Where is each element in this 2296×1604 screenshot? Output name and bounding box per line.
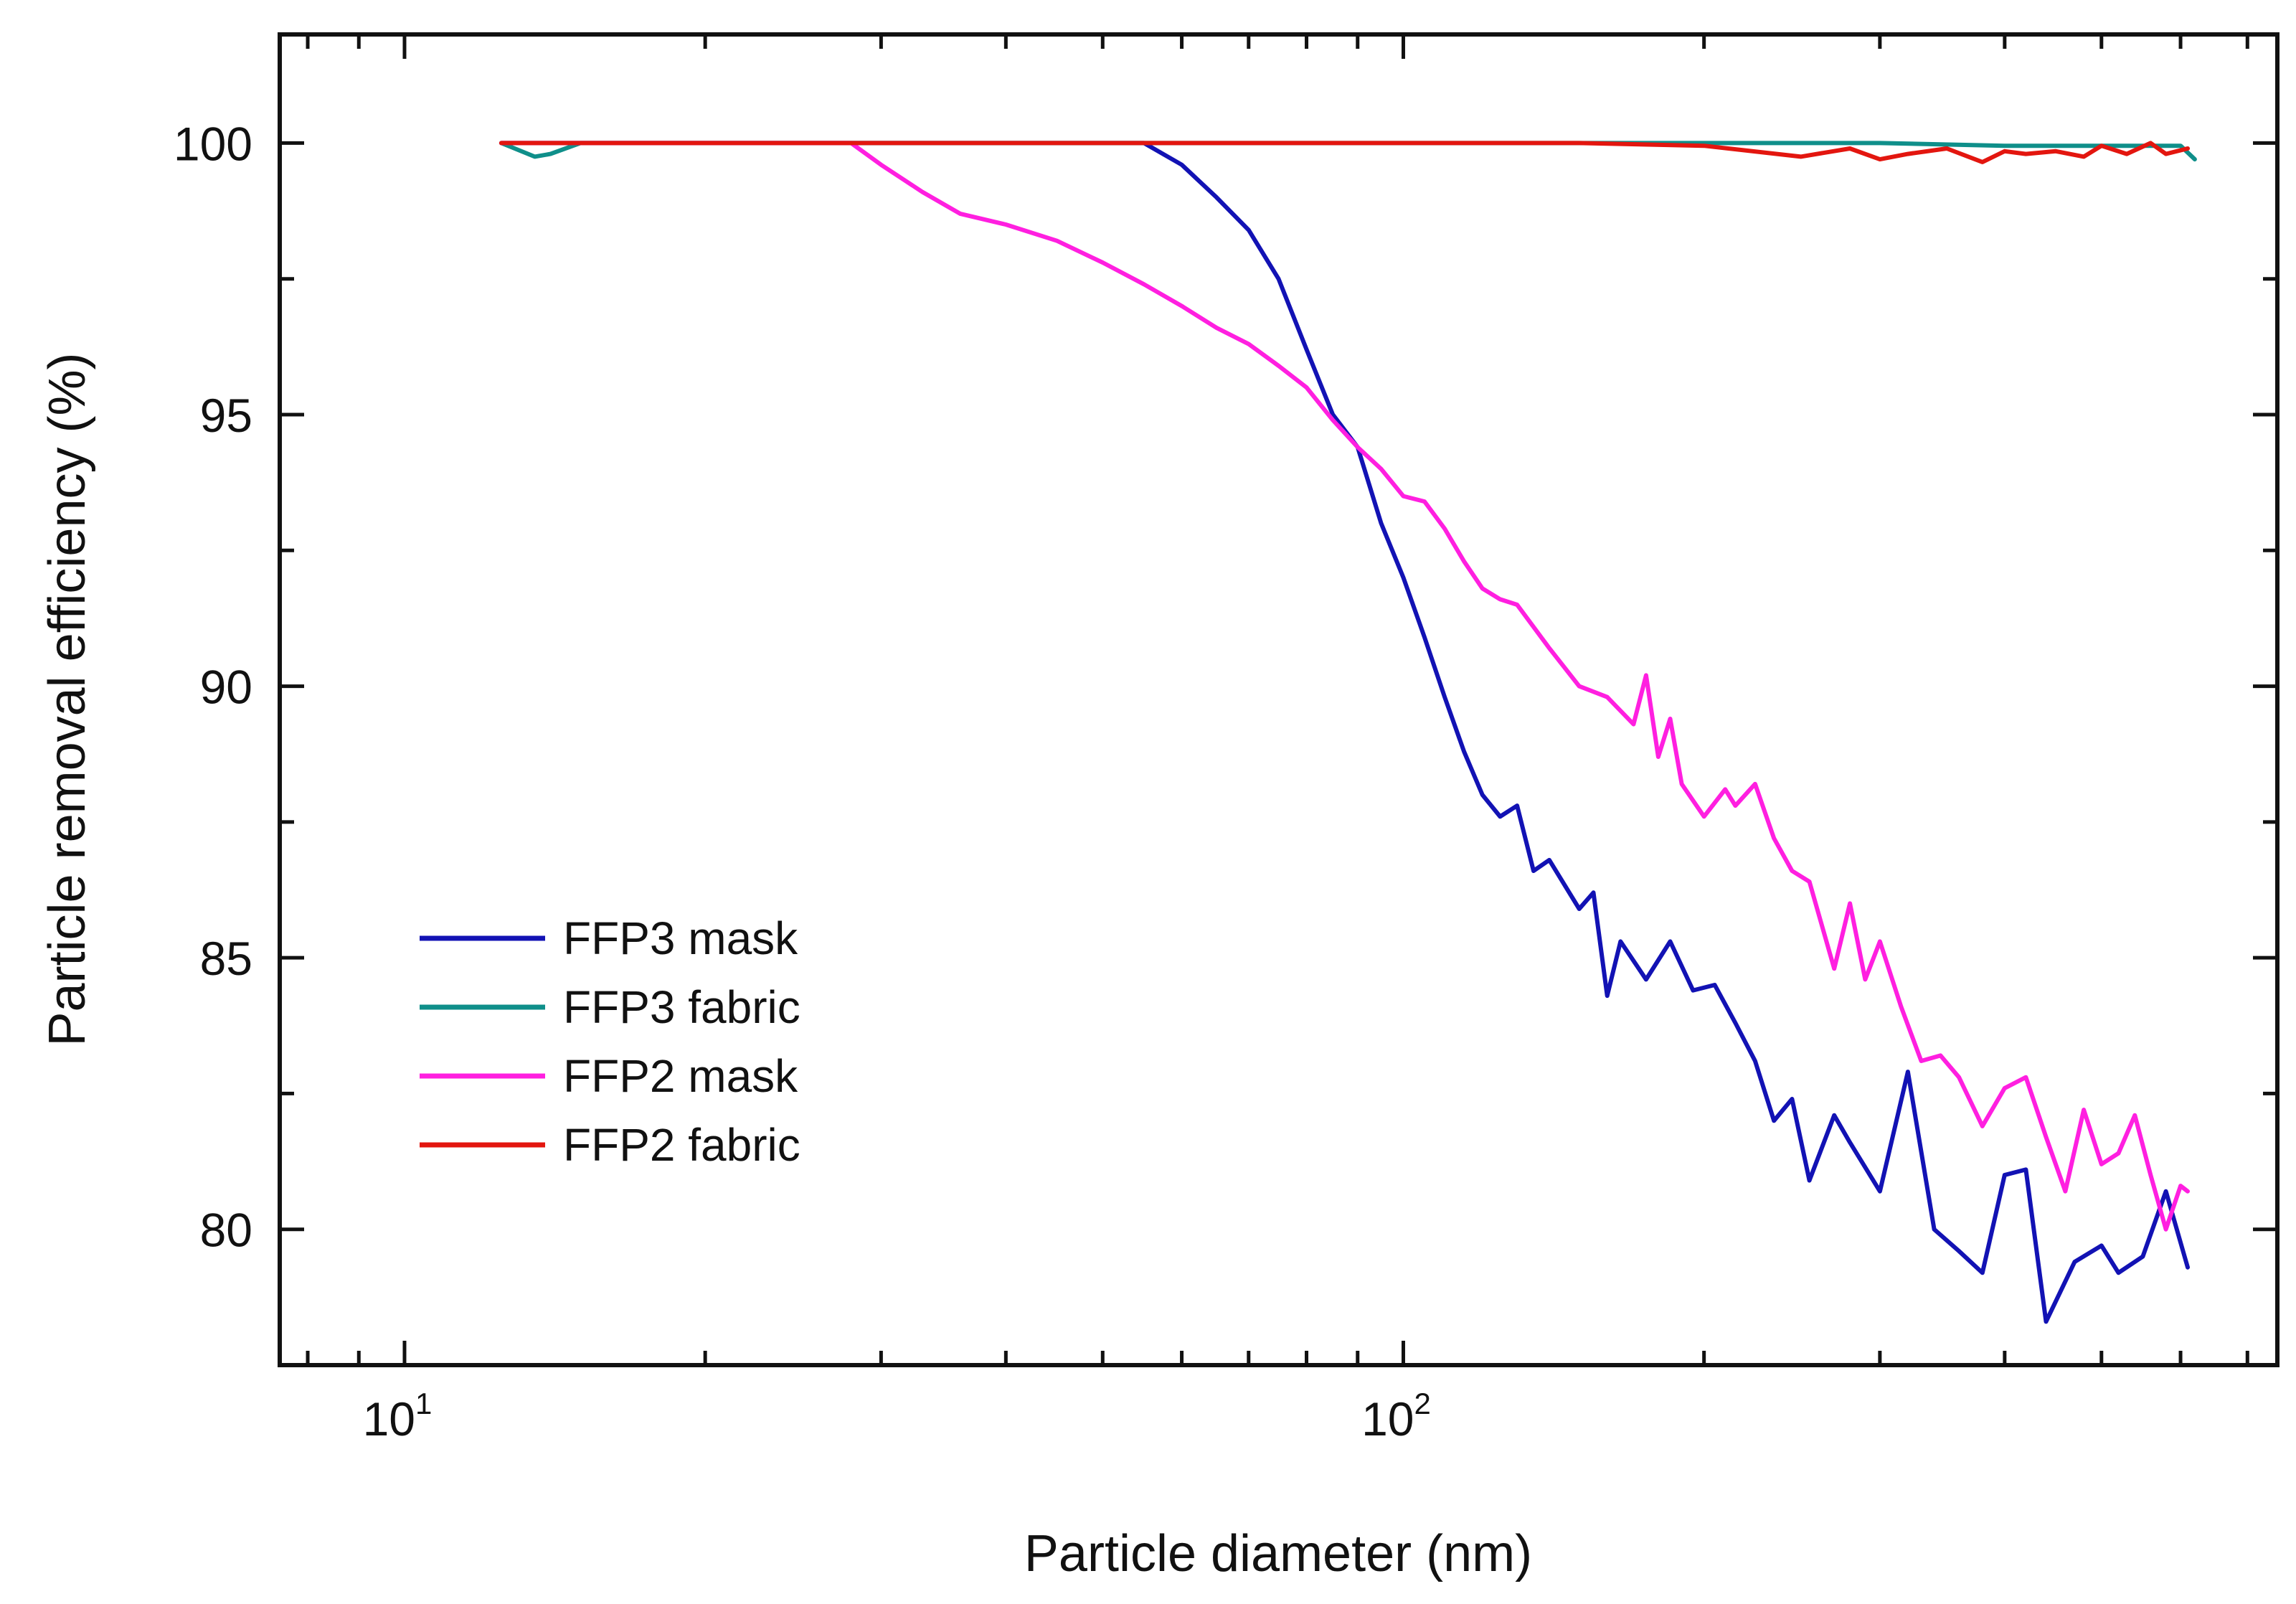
- x-tick-label-exponent: 2: [1414, 1387, 1431, 1420]
- x-tick-label-base: 10: [363, 1392, 415, 1445]
- y-tick-label: 95: [200, 389, 252, 442]
- plot-frame: [278, 32, 2280, 1367]
- tick-marks: [280, 34, 2277, 1367]
- legend-label: FFP3 mask: [563, 912, 798, 964]
- y-tick-label: 100: [174, 117, 252, 170]
- series-line-ffp2-fabric: [499, 141, 2190, 164]
- x-tick-label: 101: [363, 1387, 433, 1445]
- x-tick-label: 102: [1361, 1387, 1431, 1445]
- legend-label: FFP3 fabric: [563, 981, 800, 1033]
- x-tick-label-exponent: 1: [415, 1387, 432, 1420]
- y-tick-label: 85: [200, 932, 252, 985]
- y-tick-label: 90: [200, 661, 252, 714]
- legend-label: FFP2 fabric: [563, 1119, 800, 1171]
- series-line-ffp3-mask: [499, 141, 2190, 1324]
- y-tick-label: 80: [200, 1204, 252, 1257]
- y-axis-title: Particle removal efficiency (%): [39, 353, 96, 1047]
- series-lines: [499, 141, 2197, 1324]
- legend: FFP3 mask FFP3 fabric FFP2 mask FFP2 fabric: [420, 912, 800, 1171]
- x-tick-label-base: 10: [1361, 1392, 1414, 1445]
- series-line-ffp2-mask: [499, 141, 2190, 1232]
- legend-label: FFP2 mask: [563, 1050, 798, 1102]
- x-axis-title: Particle diameter (nm): [1024, 1525, 1532, 1582]
